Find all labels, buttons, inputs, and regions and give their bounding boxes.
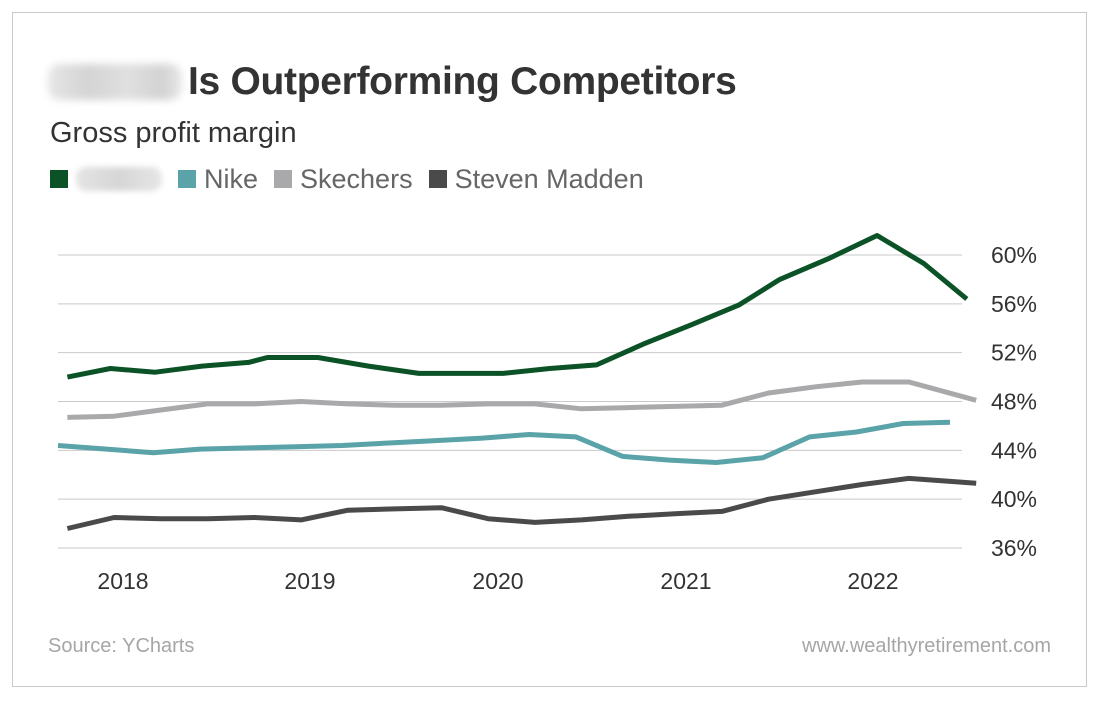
x-axis-tick-labels: 2018 2019 2020 2021 2022	[97, 568, 898, 594]
y-tick-label: 36%	[991, 535, 1037, 561]
legend-label-steven-madden: Steven Madden	[454, 163, 644, 194]
y-tick-label: 56%	[991, 291, 1037, 317]
y-tick-label: 52%	[991, 340, 1037, 366]
legend-swatch-company	[50, 170, 68, 188]
legend-item-company	[50, 167, 162, 191]
y-tick-label: 44%	[991, 437, 1037, 463]
series-line-company	[66, 233, 969, 380]
legend-label-skechers: Skechers	[300, 163, 413, 194]
legend-item-skechers: Skechers	[274, 164, 413, 195]
legend: Nike Skechers Steven Madden	[50, 162, 660, 196]
legend-swatch-nike	[178, 170, 196, 188]
chart-subtitle: Gross profit margin	[50, 117, 297, 149]
redacted-legend-label	[76, 167, 162, 191]
legend-swatch-steven-madden	[428, 170, 447, 188]
y-tick-label: 40%	[991, 486, 1037, 512]
chart-card	[12, 12, 1087, 687]
x-tick-label: 2018	[97, 568, 148, 594]
x-tick-label: 2020	[472, 568, 523, 594]
website-url: www.wealthyretirement.com	[802, 635, 1051, 657]
x-tick-label: 2022	[847, 568, 898, 594]
y-axis-tick-labels: 36% 40% 44% 48% 52% 56% 60%	[991, 242, 1037, 561]
series-line-skechers	[67, 379, 977, 420]
y-tick-label: 60%	[991, 242, 1037, 268]
legend-item-steven-madden: Steven Madden	[428, 163, 644, 195]
chart-title: Is Outperforming Competitors	[48, 60, 737, 104]
series-line-steven-madden	[66, 475, 977, 531]
legend-label-nike: Nike	[204, 163, 259, 194]
legend-item-nike: Nike	[178, 164, 258, 195]
chart-title-text: Is Outperforming Competitors	[188, 60, 737, 103]
x-tick-label: 2019	[284, 568, 335, 594]
legend-swatch-skechers	[274, 170, 293, 188]
x-tick-label: 2021	[660, 568, 711, 594]
redacted-company-name	[48, 64, 182, 100]
series-line-nike	[57, 419, 951, 465]
source-note: Source: YCharts	[48, 635, 195, 657]
gridlines	[58, 254, 962, 549]
y-tick-label: 48%	[991, 389, 1037, 415]
series-lines	[57, 233, 977, 531]
